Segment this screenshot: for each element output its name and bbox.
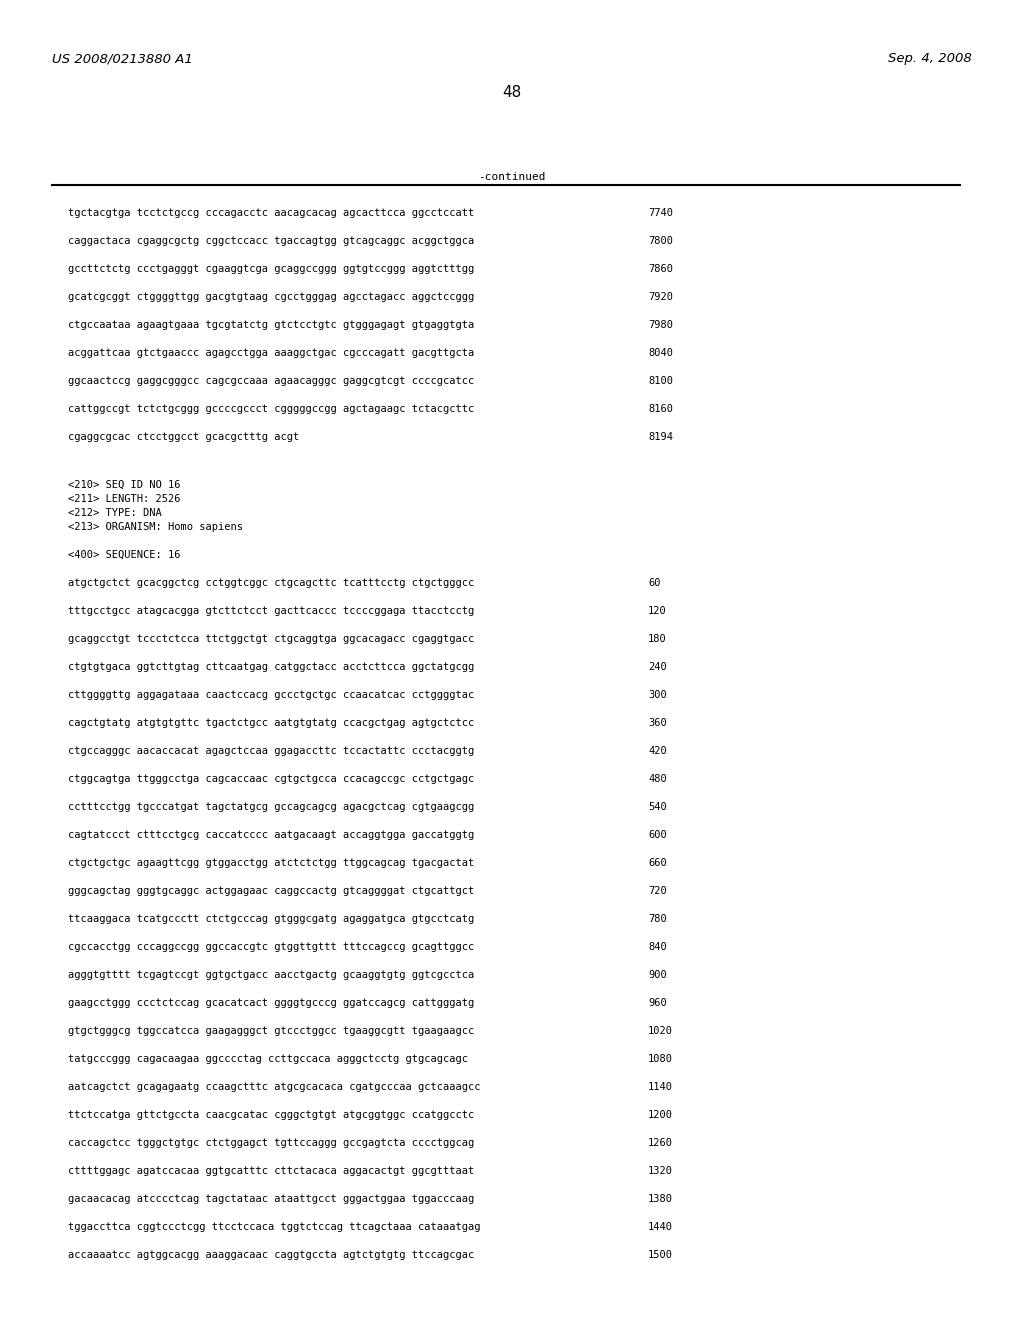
Text: <213> ORGANISM: Homo sapiens: <213> ORGANISM: Homo sapiens bbox=[68, 521, 243, 532]
Text: 360: 360 bbox=[648, 718, 667, 729]
Text: gaagcctggg ccctctccag gcacatcact ggggtgcccg ggatccagcg cattgggatg: gaagcctggg ccctctccag gcacatcact ggggtgc… bbox=[68, 998, 474, 1008]
Text: 8194: 8194 bbox=[648, 432, 673, 442]
Text: 8040: 8040 bbox=[648, 348, 673, 358]
Text: 1020: 1020 bbox=[648, 1026, 673, 1036]
Text: <400> SEQUENCE: 16: <400> SEQUENCE: 16 bbox=[68, 550, 180, 560]
Text: 240: 240 bbox=[648, 663, 667, 672]
Text: tttgcctgcc atagcacgga gtcttctcct gacttcaccc tccccggaga ttacctcctg: tttgcctgcc atagcacgga gtcttctcct gacttca… bbox=[68, 606, 474, 616]
Text: gcaggcctgt tccctctcca ttctggctgt ctgcaggtga ggcacagacc cgaggtgacc: gcaggcctgt tccctctcca ttctggctgt ctgcagg… bbox=[68, 634, 474, 644]
Text: 7920: 7920 bbox=[648, 292, 673, 302]
Text: ctgtgtgaca ggtcttgtag cttcaatgag catggctacc acctcttcca ggctatgcgg: ctgtgtgaca ggtcttgtag cttcaatgag catggct… bbox=[68, 663, 474, 672]
Text: 300: 300 bbox=[648, 690, 667, 700]
Text: 120: 120 bbox=[648, 606, 667, 616]
Text: 660: 660 bbox=[648, 858, 667, 869]
Text: 600: 600 bbox=[648, 830, 667, 840]
Text: 1200: 1200 bbox=[648, 1110, 673, 1119]
Text: 1380: 1380 bbox=[648, 1195, 673, 1204]
Text: ctgccaataa agaagtgaaa tgcgtatctg gtctcctgtc gtgggagagt gtgaggtgta: ctgccaataa agaagtgaaa tgcgtatctg gtctcct… bbox=[68, 319, 474, 330]
Text: gacaacacag atcccctcag tagctataac ataattgcct gggactggaa tggacccaag: gacaacacag atcccctcag tagctataac ataattg… bbox=[68, 1195, 474, 1204]
Text: ctgccagggc aacaccacat agagctccaa ggagaccttc tccactattc ccctacggtg: ctgccagggc aacaccacat agagctccaa ggagacc… bbox=[68, 746, 474, 756]
Text: 1440: 1440 bbox=[648, 1222, 673, 1232]
Text: gcatcgcggt ctggggttgg gacgtgtaag cgcctgggag agcctagacc aggctccggg: gcatcgcggt ctggggttgg gacgtgtaag cgcctgg… bbox=[68, 292, 474, 302]
Text: 960: 960 bbox=[648, 998, 667, 1008]
Text: 900: 900 bbox=[648, 970, 667, 979]
Text: tgctacgtga tcctctgccg cccagacctc aacagcacag agcacttcca ggcctccatt: tgctacgtga tcctctgccg cccagacctc aacagca… bbox=[68, 209, 474, 218]
Text: cgaggcgcac ctcctggcct gcacgctttg acgt: cgaggcgcac ctcctggcct gcacgctttg acgt bbox=[68, 432, 299, 442]
Text: 180: 180 bbox=[648, 634, 667, 644]
Text: accaaaatcc agtggcacgg aaaggacaac caggtgccta agtctgtgtg ttccagcgac: accaaaatcc agtggcacgg aaaggacaac caggtgc… bbox=[68, 1250, 474, 1261]
Text: aatcagctct gcagagaatg ccaagctttc atgcgcacaca cgatgcccaa gctcaaagcc: aatcagctct gcagagaatg ccaagctttc atgcgca… bbox=[68, 1082, 480, 1092]
Text: cgccacctgg cccaggccgg ggccaccgtc gtggttgttt tttccagccg gcagttggcc: cgccacctgg cccaggccgg ggccaccgtc gtggttg… bbox=[68, 942, 474, 952]
Text: 1500: 1500 bbox=[648, 1250, 673, 1261]
Text: 1140: 1140 bbox=[648, 1082, 673, 1092]
Text: <210> SEQ ID NO 16: <210> SEQ ID NO 16 bbox=[68, 480, 180, 490]
Text: cttttggagc agatccacaa ggtgcatttc cttctacaca aggacactgt ggcgtttaat: cttttggagc agatccacaa ggtgcatttc cttctac… bbox=[68, 1166, 474, 1176]
Text: cctttcctgg tgcccatgat tagctatgcg gccagcagcg agacgctcag cgtgaagcgg: cctttcctgg tgcccatgat tagctatgcg gccagca… bbox=[68, 803, 474, 812]
Text: <212> TYPE: DNA: <212> TYPE: DNA bbox=[68, 508, 162, 517]
Text: 7740: 7740 bbox=[648, 209, 673, 218]
Text: 48: 48 bbox=[503, 84, 521, 100]
Text: 7860: 7860 bbox=[648, 264, 673, 275]
Text: gccttctctg ccctgagggt cgaaggtcga gcaggccggg ggtgtccggg aggtctttgg: gccttctctg ccctgagggt cgaaggtcga gcaggcc… bbox=[68, 264, 474, 275]
Text: 7980: 7980 bbox=[648, 319, 673, 330]
Text: 540: 540 bbox=[648, 803, 667, 812]
Text: 840: 840 bbox=[648, 942, 667, 952]
Text: 8160: 8160 bbox=[648, 404, 673, 414]
Text: acggattcaa gtctgaaccc agagcctgga aaaggctgac cgcccagatt gacgttgcta: acggattcaa gtctgaaccc agagcctgga aaaggct… bbox=[68, 348, 474, 358]
Text: gtgctgggcg tggccatcca gaagagggct gtccctggcc tgaaggcgtt tgaagaagcc: gtgctgggcg tggccatcca gaagagggct gtccctg… bbox=[68, 1026, 474, 1036]
Text: gggcagctag gggtgcaggc actggagaac caggccactg gtcaggggat ctgcattgct: gggcagctag gggtgcaggc actggagaac caggcca… bbox=[68, 886, 474, 896]
Text: agggtgtttt tcgagtccgt ggtgctgacc aacctgactg gcaaggtgtg ggtcgcctca: agggtgtttt tcgagtccgt ggtgctgacc aacctga… bbox=[68, 970, 474, 979]
Text: 1080: 1080 bbox=[648, 1053, 673, 1064]
Text: 480: 480 bbox=[648, 774, 667, 784]
Text: 8100: 8100 bbox=[648, 376, 673, 385]
Text: ttctccatga gttctgccta caacgcatac cgggctgtgt atgcggtggc ccatggcctc: ttctccatga gttctgccta caacgcatac cgggctg… bbox=[68, 1110, 474, 1119]
Text: 1260: 1260 bbox=[648, 1138, 673, 1148]
Text: 780: 780 bbox=[648, 913, 667, 924]
Text: ctggcagtga ttgggcctga cagcaccaac cgtgctgcca ccacagccgc cctgctgagc: ctggcagtga ttgggcctga cagcaccaac cgtgctg… bbox=[68, 774, 474, 784]
Text: 60: 60 bbox=[648, 578, 660, 587]
Text: cattggccgt tctctgcggg gccccgccct cgggggccgg agctagaagc tctacgcttc: cattggccgt tctctgcggg gccccgccct cgggggc… bbox=[68, 404, 474, 414]
Text: ggcaactccg gaggcgggcc cagcgccaaa agaacagggc gaggcgtcgt ccccgcatcc: ggcaactccg gaggcgggcc cagcgccaaa agaacag… bbox=[68, 376, 474, 385]
Text: caggactaca cgaggcgctg cggctccacc tgaccagtgg gtcagcaggc acggctggca: caggactaca cgaggcgctg cggctccacc tgaccag… bbox=[68, 236, 474, 246]
Text: caccagctcc tgggctgtgc ctctggagct tgttccaggg gccgagtcta cccctggcag: caccagctcc tgggctgtgc ctctggagct tgttcca… bbox=[68, 1138, 474, 1148]
Text: ctgctgctgc agaagttcgg gtggacctgg atctctctgg ttggcagcag tgacgactat: ctgctgctgc agaagttcgg gtggacctgg atctctc… bbox=[68, 858, 474, 869]
Text: tatgcccggg cagacaagaa ggcccctag ccttgccaca agggctcctg gtgcagcagc: tatgcccggg cagacaagaa ggcccctag ccttgcca… bbox=[68, 1053, 468, 1064]
Text: 7800: 7800 bbox=[648, 236, 673, 246]
Text: cttggggttg aggagataaa caactccacg gccctgctgc ccaacatcac cctggggtac: cttggggttg aggagataaa caactccacg gccctgc… bbox=[68, 690, 474, 700]
Text: tggaccttca cggtccctcgg ttcctccaca tggtctccag ttcagctaaa cataaatgag: tggaccttca cggtccctcgg ttcctccaca tggtct… bbox=[68, 1222, 480, 1232]
Text: Sep. 4, 2008: Sep. 4, 2008 bbox=[888, 51, 972, 65]
Text: US 2008/0213880 A1: US 2008/0213880 A1 bbox=[52, 51, 193, 65]
Text: ttcaaggaca tcatgccctt ctctgcccag gtgggcgatg agaggatgca gtgcctcatg: ttcaaggaca tcatgccctt ctctgcccag gtgggcg… bbox=[68, 913, 474, 924]
Text: 1320: 1320 bbox=[648, 1166, 673, 1176]
Text: cagctgtatg atgtgtgttc tgactctgcc aatgtgtatg ccacgctgag agtgctctcc: cagctgtatg atgtgtgttc tgactctgcc aatgtgt… bbox=[68, 718, 474, 729]
Text: -continued: -continued bbox=[478, 172, 546, 182]
Text: <211> LENGTH: 2526: <211> LENGTH: 2526 bbox=[68, 494, 180, 504]
Text: atgctgctct gcacggctcg cctggtcggc ctgcagcttc tcatttcctg ctgctgggcc: atgctgctct gcacggctcg cctggtcggc ctgcagc… bbox=[68, 578, 474, 587]
Text: 420: 420 bbox=[648, 746, 667, 756]
Text: cagtatccct ctttcctgcg caccatcccc aatgacaagt accaggtgga gaccatggtg: cagtatccct ctttcctgcg caccatcccc aatgaca… bbox=[68, 830, 474, 840]
Text: 720: 720 bbox=[648, 886, 667, 896]
